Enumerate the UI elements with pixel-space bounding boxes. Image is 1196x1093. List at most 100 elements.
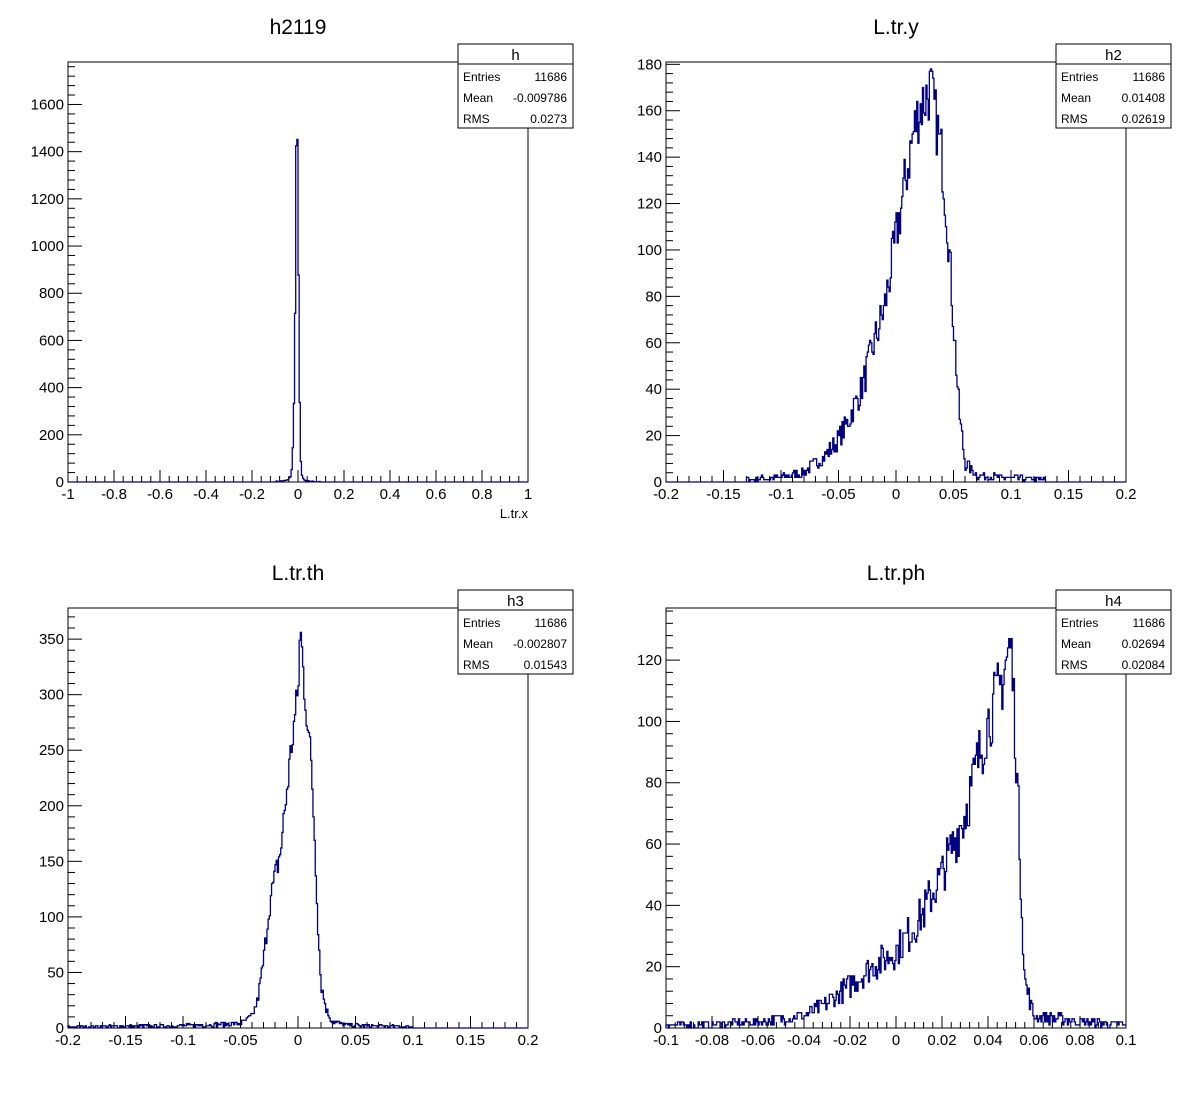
x-tick-label: -0.1 — [653, 1032, 679, 1049]
x-axis-label: L.tr.x — [500, 506, 529, 521]
x-tick-label: 0.02 — [927, 1032, 956, 1049]
stats-value: 0.0273 — [530, 112, 567, 126]
stats-label: Mean — [463, 637, 493, 651]
stats-box — [457, 43, 574, 129]
histogram-line — [68, 138, 528, 483]
stats-value: 0.01408 — [1122, 91, 1166, 105]
stats-value: 0.01543 — [524, 658, 568, 672]
stats-label: Entries — [1061, 616, 1098, 630]
x-tick-label: -0.1 — [170, 1032, 196, 1049]
stats-name: h — [511, 47, 519, 64]
x-tick-label: 0.08 — [1065, 1032, 1094, 1049]
x-tick-label: -1 — [61, 486, 74, 503]
stats-label: RMS — [463, 658, 490, 672]
stats-name: h3 — [507, 593, 524, 610]
stats-label: Mean — [1061, 91, 1091, 105]
stats-value: -0.002807 — [513, 637, 567, 651]
y-tick-label: 0 — [56, 474, 64, 491]
x-tick-label: -0.1 — [768, 486, 794, 503]
x-tick-label: 0.05 — [341, 1032, 370, 1049]
stats-value: 0.02694 — [1122, 637, 1166, 651]
y-tick-label: 400 — [39, 380, 64, 397]
y-tick-label: 0 — [654, 1020, 662, 1037]
stats-label: Entries — [463, 70, 500, 84]
stats-label: Mean — [1061, 637, 1091, 651]
y-tick-label: 1600 — [31, 96, 64, 113]
y-tick-label: 150 — [39, 853, 64, 870]
stats-value: 0.02084 — [1122, 658, 1166, 672]
y-tick-label: 200 — [39, 798, 64, 815]
x-tick-label: -0.8 — [101, 486, 127, 503]
chart-title: h2119 — [270, 16, 327, 39]
chart-title: L.tr.y — [873, 16, 919, 39]
y-tick-label: 60 — [645, 335, 662, 352]
y-tick-label: 100 — [637, 242, 662, 259]
x-tick-label: 0.2 — [1116, 486, 1137, 503]
y-tick-label: 300 — [39, 687, 64, 704]
x-tick-label: 0.15 — [456, 1032, 485, 1049]
stats-label: RMS — [1061, 658, 1088, 672]
x-tick-label: -0.15 — [706, 486, 740, 503]
x-tick-label: -0.02 — [833, 1032, 867, 1049]
y-tick-label: 1000 — [31, 238, 64, 255]
x-tick-label: 0 — [892, 1032, 900, 1049]
stats-value: 11686 — [535, 70, 568, 84]
y-tick-label: 0 — [654, 474, 662, 491]
x-tick-label: -0.04 — [787, 1032, 821, 1049]
x-tick-label: 0 — [892, 486, 900, 503]
y-tick-label: 120 — [637, 196, 662, 213]
stats-name: h4 — [1105, 593, 1122, 610]
stats-box — [1055, 589, 1172, 675]
x-tick-label: 0.6 — [426, 486, 447, 503]
histogram-panel: h2119 -1 -0.8 -0.6 -0.4 -0.2 0 0.2 0.4 0.6 0.8 1 0 20… — [31, 16, 574, 521]
histogram-line — [666, 68, 1126, 483]
histogram-panel: L.tr.y -0.2 -0.15 -0.1 -0.05 0 0.05 0.1 0.15 0.2 0… — [637, 16, 1172, 503]
y-tick-label: 100 — [637, 713, 662, 730]
stats-value: 11686 — [1133, 616, 1166, 630]
stats-value: 11686 — [1133, 70, 1166, 84]
stats-value: -0.009786 — [513, 91, 567, 105]
x-tick-label: 0.8 — [472, 486, 493, 503]
y-tick-label: 80 — [645, 775, 662, 792]
x-tick-label: -0.6 — [147, 486, 173, 503]
stats-label: RMS — [1061, 112, 1088, 126]
y-tick-label: 200 — [39, 427, 64, 444]
x-tick-label: 0.15 — [1054, 486, 1083, 503]
x-tick-label: -0.2 — [239, 486, 265, 503]
histogram-line — [665, 638, 1126, 1029]
x-tick-label: -0.4 — [193, 486, 219, 503]
x-tick-label: -0.08 — [695, 1032, 729, 1049]
stats-value: 11686 — [535, 616, 568, 630]
x-tick-label: -0.05 — [821, 486, 855, 503]
y-tick-label: 180 — [637, 56, 662, 73]
x-tick-label: 0.1 — [403, 1032, 424, 1049]
y-tick-label: 50 — [47, 964, 64, 981]
stats-box — [1055, 43, 1172, 129]
y-tick-label: 1400 — [31, 144, 64, 161]
stats-value: 0.02619 — [1122, 112, 1166, 126]
y-tick-label: 160 — [637, 103, 662, 120]
x-tick-label: 0.06 — [1019, 1032, 1048, 1049]
x-tick-label: 0.2 — [518, 1032, 539, 1049]
y-tick-label: 40 — [645, 381, 662, 398]
y-tick-label: 140 — [637, 149, 662, 166]
stats-name: h2 — [1105, 47, 1122, 64]
x-tick-label: 0.05 — [939, 486, 968, 503]
stats-box — [457, 589, 574, 675]
x-tick-label: 0.4 — [380, 486, 401, 503]
stats-label: Mean — [463, 91, 493, 105]
y-tick-label: 350 — [39, 631, 64, 648]
x-tick-label: -0.06 — [741, 1032, 775, 1049]
y-tick-label: 100 — [39, 909, 64, 926]
x-tick-label: 0.1 — [1116, 1032, 1137, 1049]
x-tick-label: -0.05 — [223, 1032, 257, 1049]
x-tick-label: 0 — [294, 486, 302, 503]
y-tick-label: 0 — [56, 1020, 64, 1037]
y-tick-label: 120 — [637, 652, 662, 669]
chart-title: L.tr.ph — [867, 562, 925, 585]
y-tick-label: 40 — [645, 897, 662, 914]
y-tick-label: 600 — [39, 332, 64, 349]
chart-title: L.tr.th — [272, 562, 325, 585]
histogram-panel: L.tr.th -0.2 -0.15 -0.1 -0.05 0 0.05 0.1 0.15 0.2… — [39, 562, 574, 1049]
x-tick-label: -0.15 — [108, 1032, 142, 1049]
